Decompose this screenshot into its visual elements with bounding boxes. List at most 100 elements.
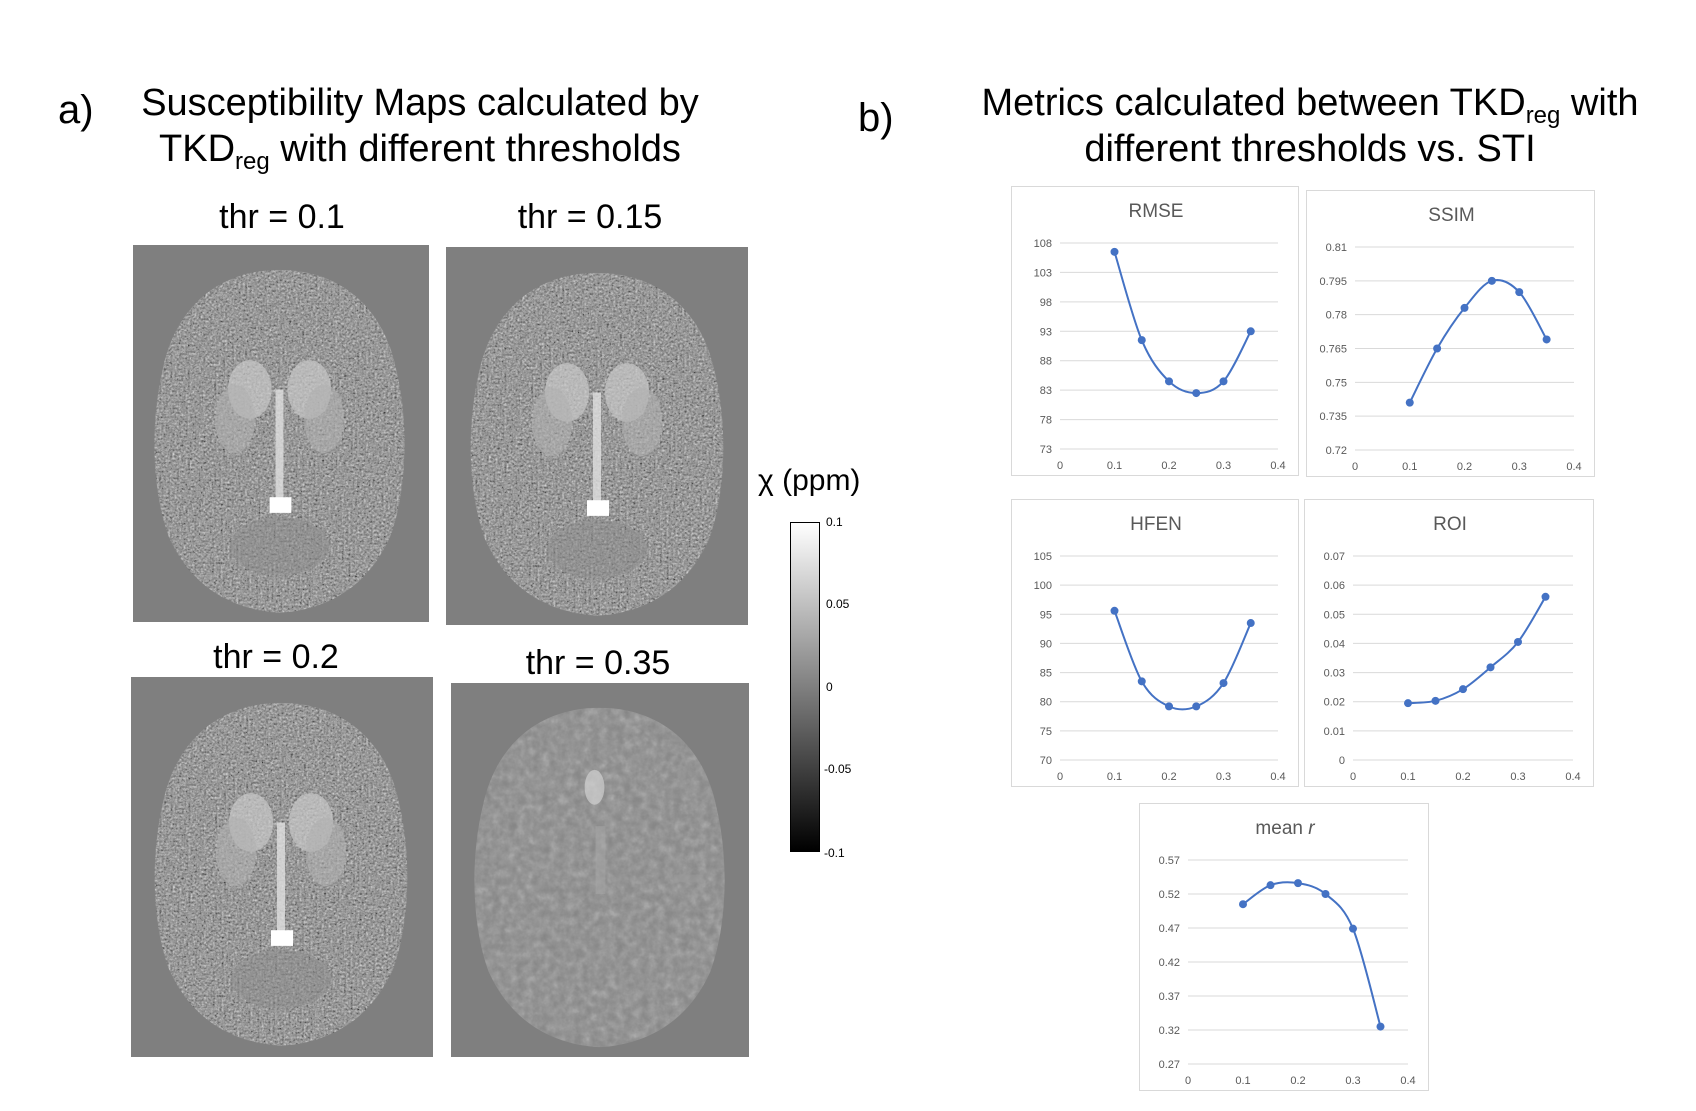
y-tick-label: 95 bbox=[1040, 609, 1052, 621]
y-tick-label: 73 bbox=[1040, 444, 1052, 456]
data-point bbox=[1192, 389, 1201, 398]
panel-b-letter: b) bbox=[858, 96, 894, 140]
data-point bbox=[1404, 699, 1412, 708]
tkd-text: TKD bbox=[159, 128, 236, 170]
x-tick-label: 0.2 bbox=[1161, 460, 1176, 472]
x-tick-label: 0.3 bbox=[1216, 460, 1231, 472]
data-point bbox=[1431, 696, 1440, 705]
y-tick-label: 0.07 bbox=[1324, 551, 1345, 563]
x-tick-label: 0 bbox=[1185, 1075, 1191, 1087]
data-point bbox=[1137, 336, 1146, 345]
y-tick-label: 70 bbox=[1040, 755, 1052, 767]
y-tick-label: 93 bbox=[1040, 326, 1052, 338]
x-tick-label: 0.3 bbox=[1216, 771, 1231, 783]
panel-a-title-line2: TKDreg with different thresholds bbox=[100, 126, 740, 175]
x-tick-label: 0.1 bbox=[1107, 771, 1122, 783]
y-tick-label: 78 bbox=[1040, 415, 1052, 427]
x-tick-label: 0.1 bbox=[1235, 1075, 1250, 1087]
data-point bbox=[1239, 900, 1247, 909]
chart-rmse: RMSE 108 103 98 93 88 83 78 73 0 0.1 0.2 0.3 0.4 bbox=[1011, 186, 1299, 476]
y-tick-label: 0 bbox=[1339, 755, 1345, 767]
data-point bbox=[1405, 398, 1414, 407]
data-point bbox=[1219, 377, 1228, 386]
data-point bbox=[1515, 288, 1524, 297]
data-point bbox=[1110, 606, 1119, 615]
colorbar-tick-0: 0 bbox=[826, 680, 833, 694]
colorbar bbox=[790, 522, 820, 852]
map-label-thr-0-15: thr = 0.15 bbox=[517, 198, 663, 236]
x-tick-label: 0.4 bbox=[1565, 771, 1580, 783]
x-tick-label: 0.3 bbox=[1345, 1075, 1360, 1087]
y-tick-label: 100 bbox=[1034, 580, 1052, 592]
data-point bbox=[1321, 890, 1330, 898]
panel-b-title-post: with bbox=[1560, 82, 1639, 124]
colorbar-tick-neg-0-05: -0.05 bbox=[824, 762, 852, 776]
x-tick-label: 0 bbox=[1350, 771, 1356, 783]
data-point bbox=[1165, 702, 1173, 711]
x-tick-label: 0.3 bbox=[1510, 771, 1525, 783]
data-point bbox=[1486, 663, 1495, 672]
y-tick-label: 0.06 bbox=[1324, 580, 1345, 592]
series-line bbox=[1242, 881, 1382, 1027]
x-tick-label: 0.2 bbox=[1455, 771, 1470, 783]
x-tick-label: 0.4 bbox=[1270, 460, 1285, 472]
x-tick-label: 0.1 bbox=[1402, 461, 1417, 473]
brain-map-thr-0-15 bbox=[446, 247, 748, 628]
y-tick-label: 0.735 bbox=[1319, 411, 1347, 423]
data-point bbox=[1246, 619, 1255, 628]
data-point bbox=[1376, 1022, 1385, 1031]
y-tick-label: 0.52 bbox=[1159, 889, 1180, 901]
y-tick-label: 0.05 bbox=[1324, 609, 1345, 621]
x-tick-label: 0.3 bbox=[1512, 461, 1527, 473]
chart-title: RMSE bbox=[1129, 201, 1184, 222]
series-line bbox=[1113, 610, 1252, 711]
data-point bbox=[1487, 276, 1496, 285]
y-tick-label: 0.72 bbox=[1326, 445, 1347, 457]
reg-subscript: reg bbox=[235, 148, 270, 175]
data-point bbox=[1542, 335, 1551, 344]
x-tick-label: 0.4 bbox=[1270, 771, 1285, 783]
x-tick-label: 0 bbox=[1352, 461, 1358, 473]
y-tick-label: 90 bbox=[1040, 638, 1052, 650]
x-tick-label: 0.2 bbox=[1290, 1075, 1305, 1087]
panel-b-title-line1: Metrics calculated between TKDreg with bbox=[940, 80, 1680, 129]
data-point bbox=[1294, 879, 1302, 888]
series-line bbox=[1408, 279, 1548, 404]
chart-hfen: HFEN 105 100 95 90 85 80 75 70 0 0.1 0.2 0.3 0.4 bbox=[1011, 499, 1299, 787]
data-point bbox=[1459, 685, 1467, 694]
map-label-thr-0-1: thr = 0.1 bbox=[219, 198, 345, 236]
y-tick-label: 0.32 bbox=[1159, 1025, 1180, 1037]
x-tick-label: 0.1 bbox=[1400, 771, 1415, 783]
y-tick-label: 0.78 bbox=[1326, 310, 1347, 322]
y-tick-label: 98 bbox=[1040, 297, 1052, 309]
series-line bbox=[1113, 251, 1252, 395]
x-tick-label: 0.4 bbox=[1400, 1075, 1415, 1087]
brain-map-thr-0-1 bbox=[131, 245, 429, 625]
data-point bbox=[1192, 702, 1201, 711]
data-point bbox=[1460, 303, 1469, 312]
chart-title: HFEN bbox=[1130, 514, 1182, 535]
data-point bbox=[1137, 677, 1146, 686]
y-tick-label: 0.02 bbox=[1324, 697, 1345, 709]
data-point bbox=[1165, 377, 1173, 386]
y-tick-label: 103 bbox=[1034, 267, 1052, 279]
y-tick-label: 0.03 bbox=[1324, 668, 1345, 680]
colorbar-tick-neg-0-1: -0.1 bbox=[824, 846, 845, 860]
panel-b-reg-subscript: reg bbox=[1525, 102, 1561, 129]
data-point bbox=[1219, 679, 1228, 688]
y-tick-label: 0.765 bbox=[1319, 344, 1347, 356]
x-tick-label: 0.4 bbox=[1566, 461, 1581, 473]
x-tick-label: 0.1 bbox=[1107, 460, 1122, 472]
y-tick-label: 105 bbox=[1034, 551, 1052, 563]
y-tick-label: 0.795 bbox=[1319, 276, 1347, 288]
chart-title: mean r bbox=[1255, 818, 1315, 839]
x-tick-label: 0.2 bbox=[1161, 771, 1176, 783]
panel-a-title-line1: Susceptibility Maps calculated by bbox=[141, 82, 699, 124]
chart-ssim: SSIM 0.81 0.795 0.78 0.765 0.75 0.735 0.72 0 0.1 0… bbox=[1306, 190, 1595, 477]
colorbar-title: χ (ppm) bbox=[758, 464, 861, 497]
chart-mean-r: mean r 0.57 0.52 0.47 0.42 0.37 0.32 0.27 0 0.1 0.… bbox=[1139, 803, 1429, 1091]
map-label-thr-0-35: thr = 0.35 bbox=[525, 644, 671, 682]
chart-roi: ROI 0.07 0.06 0.05 0.04 0.03 0.02 0.01 0 0 0.1 0.2 0… bbox=[1304, 499, 1594, 787]
data-point bbox=[1349, 924, 1357, 933]
